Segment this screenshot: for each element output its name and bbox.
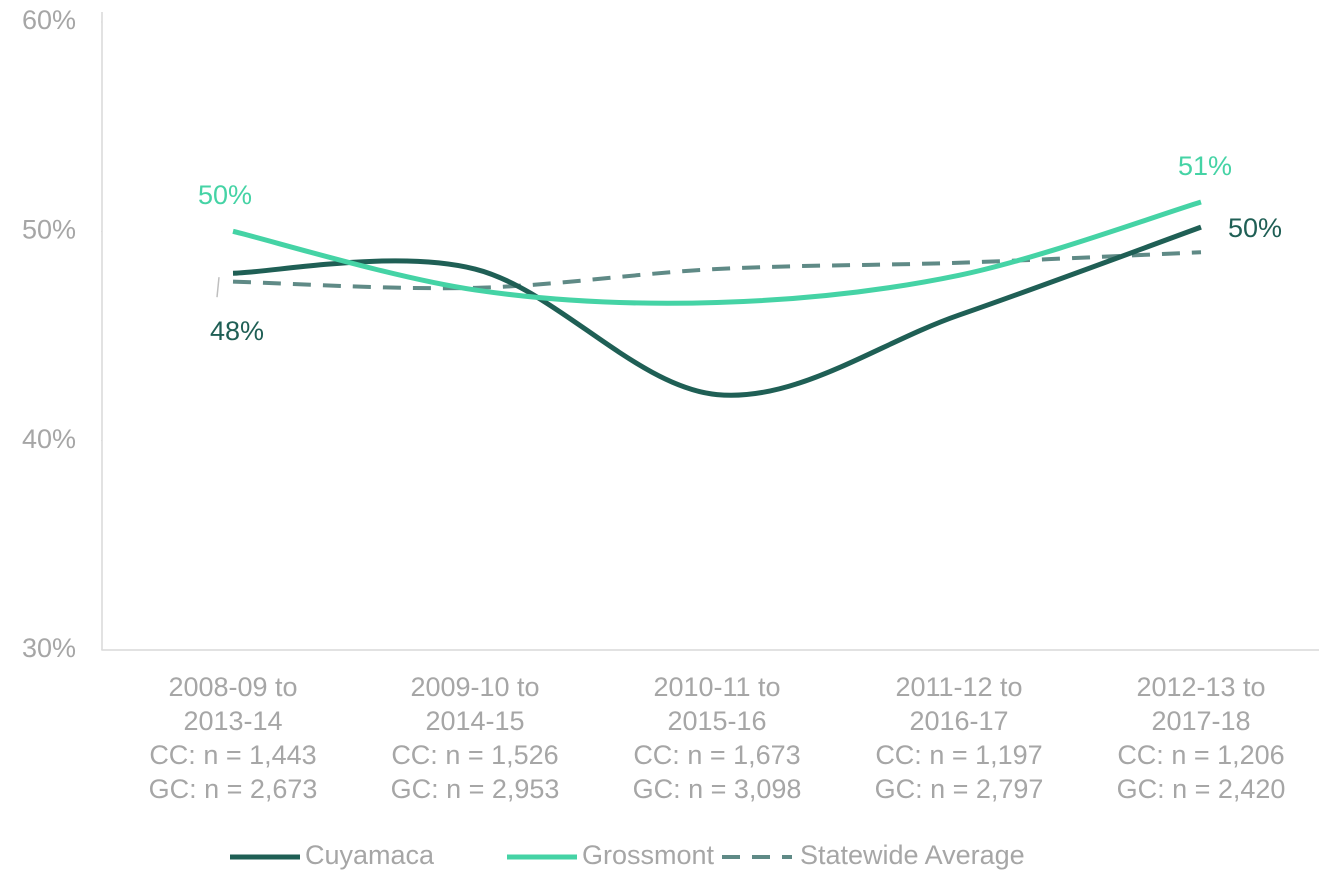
category-note: CC: n = 1,526 xyxy=(391,740,559,770)
category-name: 2009-10 to 2014-15 xyxy=(410,672,540,736)
series-line xyxy=(232,224,1202,398)
x-tick-label: 2012-13 to 2017-18 CC: n = 1,206 GC: n = 2… xyxy=(1081,670,1319,806)
category-note: GC: n = 2,420 xyxy=(1116,774,1286,804)
category-note: GC: n = 2,797 xyxy=(874,774,1044,804)
x-tick-label: 2009-10 to 2014-15 CC: n = 1,526 GC: n = 2… xyxy=(355,670,595,806)
category-note: GC: n = 3,098 xyxy=(632,774,802,804)
category-note: CC: n = 1,197 xyxy=(875,740,1043,770)
legend-label: Cuyamaca xyxy=(305,840,435,870)
data-label: 50% xyxy=(198,180,252,210)
category-name: 2011-12 to 2016-17 xyxy=(895,672,1023,736)
category-name: 2008-09 to 2013-14 xyxy=(168,672,298,736)
y-tick-label: 40% xyxy=(22,424,76,454)
category-note: CC: n = 1,443 xyxy=(149,740,317,770)
legend-label: Grossmont xyxy=(582,840,715,870)
x-tick-label: 2011-12 to 2016-17 CC: n = 1,197 GC: n = 2… xyxy=(839,670,1079,806)
leader-line xyxy=(216,277,220,298)
category-name: 2012-13 to 2017-18 xyxy=(1136,672,1266,736)
x-tick-label: 2008-09 to 2013-14 CC: n = 1,443 GC: n = 2… xyxy=(113,670,353,806)
data-label: 50% xyxy=(1228,213,1282,243)
y-tick-label: 60% xyxy=(22,5,76,35)
data-label: 48% xyxy=(210,316,264,346)
series-line xyxy=(232,199,1202,306)
y-tick-label: 30% xyxy=(22,633,76,663)
category-note: GC: n = 2,953 xyxy=(390,774,560,804)
category-note: CC: n = 1,673 xyxy=(633,740,801,770)
legend-label: Statewide Average xyxy=(800,840,1025,870)
series-line xyxy=(232,250,1202,291)
category-note: CC: n = 1,206 xyxy=(1117,740,1285,770)
y-tick-label: 50% xyxy=(22,214,76,244)
category-note: GC: n = 2,673 xyxy=(148,774,318,804)
x-tick-label: 2010-11 to 2015-16 CC: n = 1,673 GC: n = 3… xyxy=(597,670,837,806)
data-label: 51% xyxy=(1178,151,1232,181)
category-name: 2010-11 to 2015-16 xyxy=(653,672,781,736)
